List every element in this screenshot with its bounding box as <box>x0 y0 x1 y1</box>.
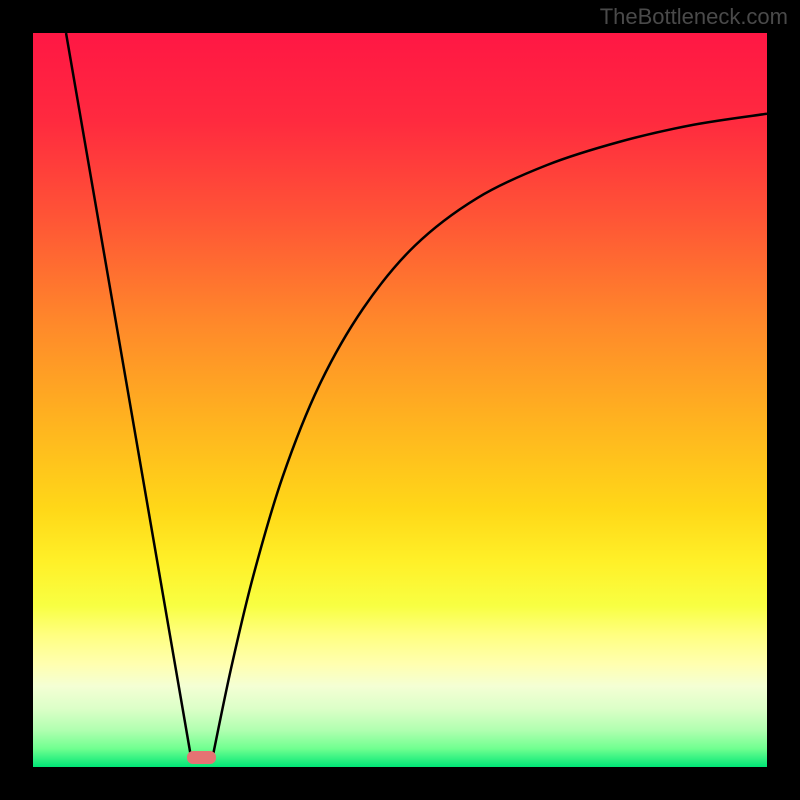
chart-plot-area <box>33 33 767 767</box>
bottleneck-curve <box>33 33 767 767</box>
watermark-text: TheBottleneck.com <box>600 4 788 30</box>
optimal-range-marker <box>187 751 216 764</box>
curve-left-branch <box>66 33 191 756</box>
curve-right-branch <box>213 114 767 756</box>
